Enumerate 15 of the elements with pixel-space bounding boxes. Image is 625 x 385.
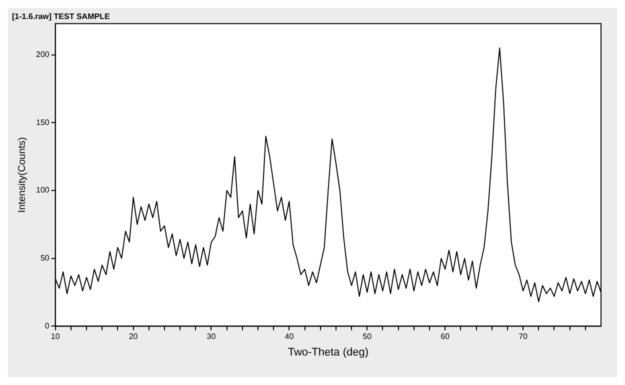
- x-tick-label: 70: [518, 332, 528, 342]
- y-tick-label: 0: [44, 321, 50, 330]
- y-tick-label: 150: [36, 118, 50, 127]
- x-tick-label: 40: [284, 332, 294, 342]
- x-tick-label: 20: [128, 332, 138, 342]
- x-tick-label: 50: [362, 332, 372, 342]
- x-tick-label: 60: [440, 332, 450, 342]
- y-tick-label: 100: [36, 186, 50, 195]
- x-tick-label: 10: [50, 332, 60, 342]
- y-axis-title: Intensity(Counts): [16, 137, 28, 213]
- y-tick-label: 200: [36, 50, 50, 60]
- chart-title: [1-1.6.raw] TEST SAMPLE: [12, 12, 110, 22]
- x-axis-title: Two-Theta (deg): [288, 346, 369, 358]
- y-tick-label: 50: [40, 254, 50, 263]
- x-tick-label: 30: [206, 332, 216, 342]
